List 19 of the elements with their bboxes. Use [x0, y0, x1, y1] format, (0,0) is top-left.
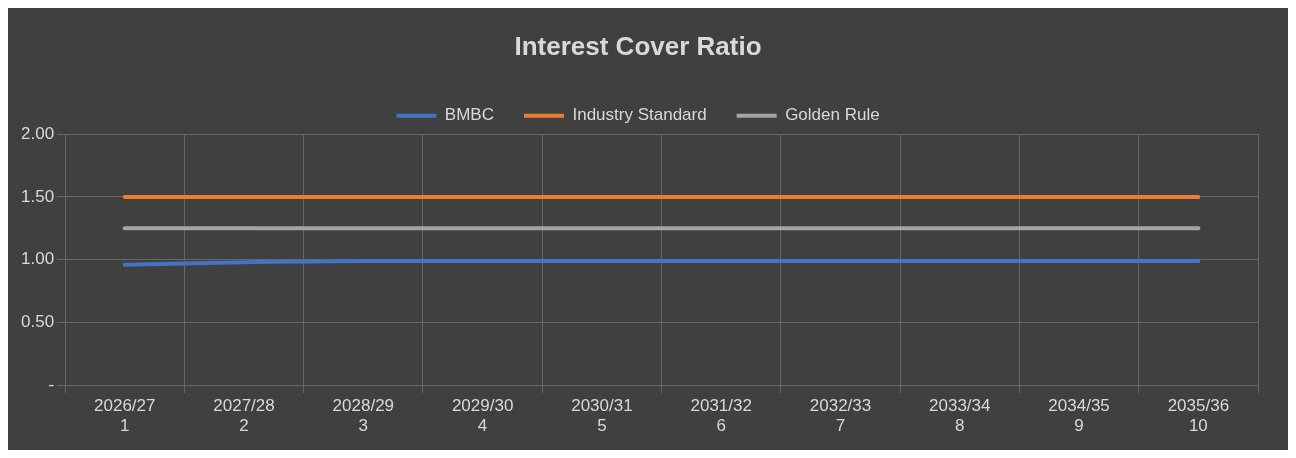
y-tick-label: 2.00 [20, 123, 55, 143]
x-tick-label: 2034/35 9 [1048, 396, 1110, 436]
x-tick-label: 2028/29 3 [332, 396, 395, 436]
x-tick-label: 2027/28 2 [213, 396, 275, 436]
legend-label: BMBC [444, 105, 494, 125]
x-tick-label: 2035/36 10 [1167, 396, 1230, 436]
legend-label: Industry Standard [572, 105, 707, 125]
y-tick-label: 0.50 [20, 312, 55, 332]
y-tick-label: - [48, 374, 55, 394]
x-tick-label: 2030/31 5 [571, 396, 633, 436]
x-tick-label: 2029/30 4 [451, 396, 514, 436]
x-tick-label: 2032/33 7 [809, 396, 872, 436]
x-tick-label: 2026/27 1 [94, 396, 156, 436]
x-tick-label: 2031/32 6 [690, 396, 752, 436]
y-tick-label: 1.50 [20, 186, 55, 206]
x-tick-label: 2033/34 8 [929, 396, 991, 436]
y-tick-label: 1.00 [20, 249, 55, 269]
legend-label: Golden Rule [785, 105, 880, 125]
chart-title: Interest Cover Ratio [514, 30, 762, 61]
